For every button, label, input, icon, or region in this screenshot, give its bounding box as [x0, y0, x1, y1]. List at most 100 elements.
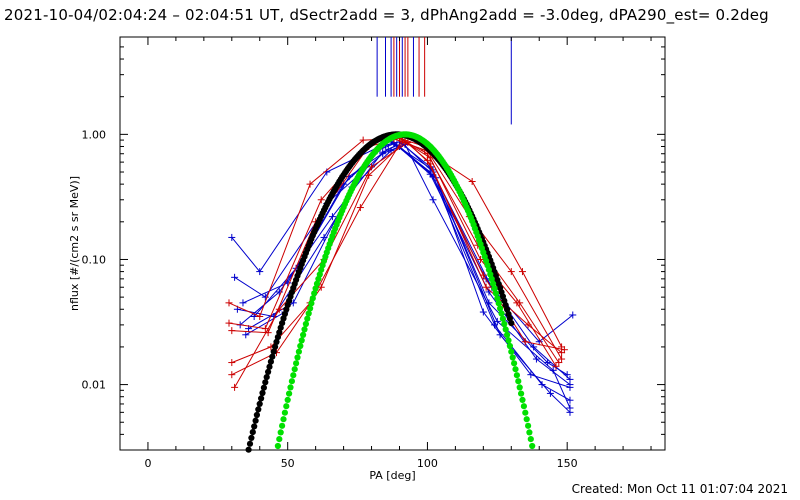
data-point: [566, 383, 574, 391]
data-point: [493, 317, 501, 325]
data-point: [256, 313, 264, 321]
fit-point: [281, 409, 288, 416]
fit-point: [249, 429, 256, 436]
fit-point: [294, 354, 301, 361]
fit-point: [490, 280, 497, 287]
fit-point: [505, 337, 512, 344]
fit-point: [497, 305, 504, 312]
data-point: [231, 273, 239, 281]
fit-point: [304, 315, 311, 322]
fit-point: [256, 400, 263, 407]
fit-point: [508, 320, 515, 327]
data-point: [558, 349, 566, 357]
fit-point: [519, 396, 526, 403]
fit-point: [308, 300, 315, 307]
data-point: [496, 331, 504, 339]
data-point: [242, 331, 250, 339]
data-point: [477, 255, 485, 263]
data-point: [558, 355, 566, 363]
fit-point: [504, 331, 511, 338]
data-point: [225, 299, 233, 307]
data-point: [256, 268, 264, 276]
data-point: [546, 389, 554, 397]
fit-point: [526, 429, 533, 436]
fit-point: [494, 295, 501, 302]
fit-point: [502, 326, 509, 333]
x-tick-label: 0: [144, 457, 151, 470]
fit-point: [253, 411, 260, 419]
fit-point: [267, 358, 274, 365]
fit-point: [510, 360, 518, 367]
fit-point: [245, 446, 252, 453]
fit-point: [312, 285, 319, 292]
data-point: [387, 147, 395, 155]
fit-curve: [274, 131, 536, 450]
fit-point: [499, 315, 506, 322]
fit-point: [488, 275, 495, 283]
fit-point: [498, 310, 505, 317]
data-point: [524, 321, 532, 329]
fit-point: [274, 334, 281, 341]
fit-point: [501, 320, 508, 328]
fit-point: [251, 423, 258, 430]
data-point: [563, 371, 571, 379]
data-point: [404, 139, 412, 147]
fit-point: [293, 360, 300, 367]
data-point: [228, 359, 236, 367]
fit-point: [274, 442, 281, 450]
data-point: [275, 305, 283, 313]
fit-point: [276, 329, 283, 336]
fit-point: [246, 440, 254, 447]
axes: 0 50 100 150 0.01 0.10 1.00: [82, 37, 665, 470]
fit-point: [515, 378, 522, 385]
fit-point: [309, 295, 316, 302]
fit-point: [525, 422, 532, 429]
data-point: [429, 196, 437, 204]
fit-point: [279, 422, 286, 429]
fit-point: [277, 429, 284, 436]
series-line: [237, 143, 571, 388]
fit-point: [288, 378, 295, 385]
fit-point: [301, 326, 308, 333]
data-point: [228, 327, 236, 335]
created-timestamp: Created: Mon Oct 11 01:07:04 2021: [571, 482, 788, 496]
data-point: [566, 396, 574, 404]
fit-point: [508, 348, 515, 355]
fit-point: [516, 384, 523, 391]
fit-point: [262, 379, 269, 386]
plot-frame: [119, 36, 666, 451]
fit-point: [258, 395, 265, 402]
fit-point: [529, 442, 536, 450]
fit-point: [280, 416, 287, 423]
x-tick-label: 100: [417, 457, 438, 470]
data-point: [261, 293, 269, 301]
data-point: [328, 213, 336, 221]
data-point: [317, 196, 325, 204]
data-point: [317, 283, 325, 291]
data-point: [239, 299, 247, 307]
fit-point: [512, 366, 519, 373]
y-tick-label: 1.00: [82, 128, 107, 141]
data-point: [479, 308, 487, 316]
fit-point: [298, 337, 305, 344]
vertical-markers: [376, 37, 512, 125]
data-point: [228, 371, 236, 379]
fit-point: [491, 285, 498, 292]
fit-point: [311, 290, 318, 297]
fit-point: [509, 354, 516, 361]
x-axis-label: PA [deg]: [369, 469, 415, 482]
data-point: [566, 404, 574, 412]
fit-point: [252, 417, 259, 424]
fit-point: [518, 390, 525, 397]
data-series: [225, 133, 577, 416]
fit-point: [283, 403, 290, 410]
data-point: [231, 383, 239, 391]
fit-point: [522, 409, 529, 416]
fit-point: [495, 300, 502, 307]
data-point: [532, 355, 540, 363]
x-tick-label: 50: [281, 457, 295, 470]
data-point: [507, 268, 515, 276]
data-point: [518, 268, 526, 276]
data-point: [306, 180, 314, 188]
